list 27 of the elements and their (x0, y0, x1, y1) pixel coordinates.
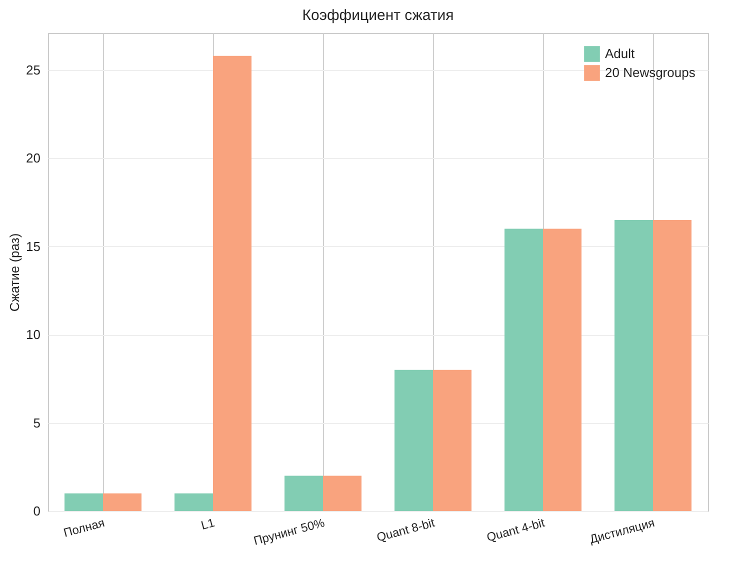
y-tick-label: 15 (26, 238, 40, 254)
x-tick-label: Quant 4-bit (485, 515, 547, 544)
bar (543, 228, 582, 511)
bar (433, 370, 472, 511)
bar (394, 370, 433, 511)
bar (653, 220, 692, 511)
y-tick-label: 0 (33, 504, 40, 518)
bar (174, 493, 213, 511)
bar (323, 476, 362, 511)
x-tick-label: Прунинг 50% (252, 515, 326, 548)
legend-label: 20 Newsgroups (605, 65, 696, 80)
bar (284, 476, 323, 511)
x-tick-label: Полная (62, 516, 106, 540)
bar (614, 220, 653, 511)
y-tick-label: 25 (26, 62, 40, 78)
y-axis-title: Сжатие (раз) (7, 233, 22, 312)
y-tick-label: 5 (33, 415, 40, 430)
y-tick-label: 10 (26, 327, 40, 342)
legend-label: Adult (605, 46, 636, 61)
bar (64, 493, 103, 511)
x-tick-label: Quant 8-bit (375, 515, 437, 544)
bar (213, 56, 252, 511)
x-tick-label: L1 (200, 515, 216, 533)
y-tick-label: 20 (26, 150, 40, 166)
bar (103, 493, 142, 511)
bar (504, 228, 543, 511)
chart-title: Коэффициент сжатия (302, 7, 454, 24)
